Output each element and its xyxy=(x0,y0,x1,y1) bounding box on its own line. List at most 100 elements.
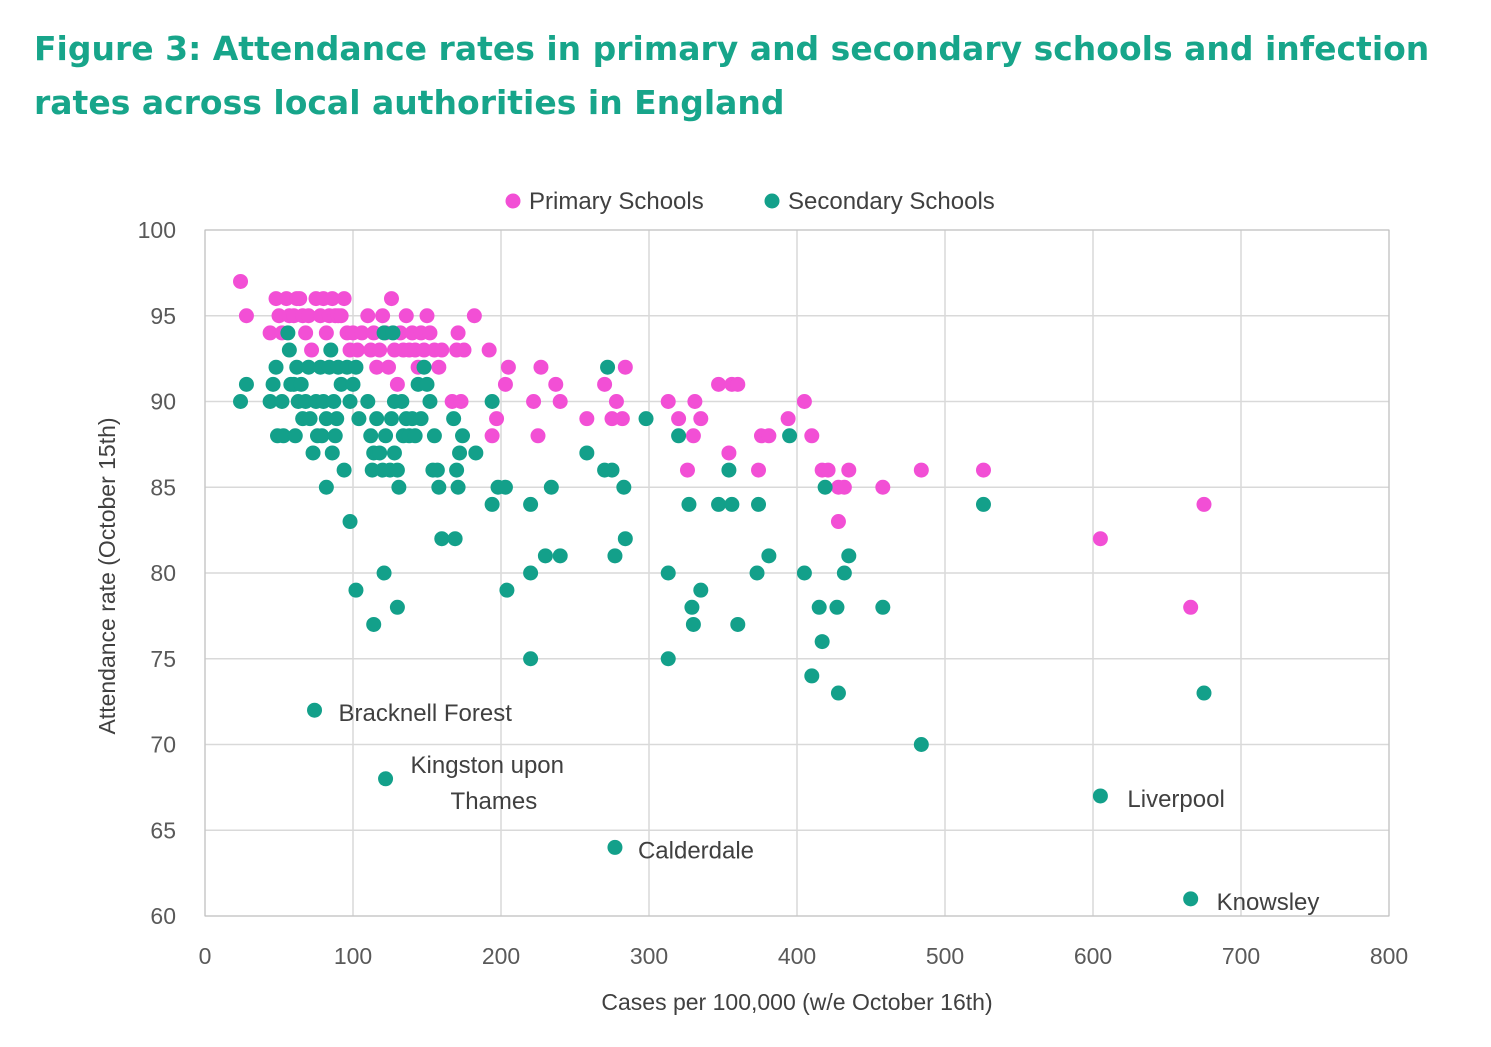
data-point xyxy=(489,411,505,427)
y-tick-label: 90 xyxy=(150,389,176,415)
data-point xyxy=(292,291,308,307)
y-tick-label: 80 xyxy=(150,560,176,586)
data-point xyxy=(617,359,633,375)
series-secondary xyxy=(233,325,1212,907)
data-point xyxy=(323,342,339,358)
data-point xyxy=(429,462,445,478)
data-point xyxy=(466,308,482,324)
data-point xyxy=(348,582,364,598)
data-point xyxy=(372,342,388,358)
data-point xyxy=(383,291,399,307)
data-point xyxy=(721,462,737,478)
data-point xyxy=(369,359,385,375)
data-point xyxy=(607,839,623,855)
data-point xyxy=(537,548,553,564)
data-point xyxy=(730,616,746,632)
data-point xyxy=(579,411,595,427)
data-point xyxy=(416,359,432,375)
data-point xyxy=(604,462,620,478)
data-point xyxy=(383,411,399,427)
annotation-label: Thames xyxy=(451,788,538,815)
data-point xyxy=(450,325,466,341)
data-point xyxy=(913,737,929,752)
data-point xyxy=(271,308,287,324)
data-point xyxy=(693,582,709,598)
data-point xyxy=(268,291,284,307)
data-point xyxy=(366,616,382,632)
data-point xyxy=(333,308,349,324)
x-axis-label: Cases per 100,000 (w/e October 16th) xyxy=(601,989,992,1015)
data-point xyxy=(389,462,405,478)
data-point xyxy=(841,462,857,478)
data-point xyxy=(616,479,632,495)
data-point xyxy=(233,273,249,289)
data-point xyxy=(660,394,676,409)
data-point xyxy=(608,394,624,409)
axis-ticks: 60 65 70 75 80 85 90 95 100 0 100 200 300 400 500 600 70… xyxy=(138,217,1409,969)
plot-area xyxy=(204,229,1390,917)
data-point xyxy=(315,394,331,409)
data-point xyxy=(687,394,703,409)
data-point xyxy=(671,411,687,427)
data-point xyxy=(523,651,539,667)
data-point xyxy=(533,359,549,375)
data-point xyxy=(660,651,676,667)
data-point xyxy=(820,462,836,478)
y-tick-label: 85 xyxy=(150,474,176,500)
data-point xyxy=(238,376,254,392)
data-point xyxy=(751,462,767,478)
data-point xyxy=(389,599,405,615)
data-point xyxy=(262,325,278,341)
data-point xyxy=(1196,685,1212,701)
data-point xyxy=(389,376,405,392)
data-point xyxy=(548,376,564,392)
legend-marker xyxy=(505,193,521,209)
figure-title: Figure 3: Attendance rates in primary an… xyxy=(34,29,1430,122)
y-tick-label: 70 xyxy=(150,732,176,758)
x-tick-label: 400 xyxy=(778,943,816,969)
data-point xyxy=(366,325,382,341)
data-point xyxy=(597,376,613,392)
data-point xyxy=(817,479,833,495)
data-point xyxy=(500,359,516,375)
legend-marker xyxy=(764,193,780,209)
data-point xyxy=(301,359,317,375)
data-point xyxy=(660,565,676,581)
data-point xyxy=(302,411,318,427)
data-point xyxy=(329,411,345,427)
data-point xyxy=(875,479,891,495)
data-point xyxy=(326,394,342,409)
data-point xyxy=(327,428,343,444)
data-point xyxy=(1092,788,1108,804)
data-point xyxy=(829,599,845,615)
data-point xyxy=(497,376,513,392)
data-point xyxy=(333,376,349,392)
data-point xyxy=(484,394,500,409)
data-point xyxy=(455,428,471,444)
data-point xyxy=(484,428,500,444)
data-point xyxy=(351,411,367,427)
data-point xyxy=(449,462,465,478)
data-point xyxy=(422,394,438,409)
data-point xyxy=(301,308,317,324)
data-point xyxy=(685,616,701,632)
data-point xyxy=(638,411,654,427)
series-primary xyxy=(233,273,1212,615)
annotation-label: Bracknell Forest xyxy=(339,700,513,727)
data-point xyxy=(456,342,472,358)
data-point xyxy=(407,428,423,444)
data-point xyxy=(1092,531,1108,547)
data-point xyxy=(796,565,812,581)
data-point xyxy=(386,445,402,461)
data-point xyxy=(751,496,767,512)
data-point xyxy=(804,668,820,684)
x-tick-label: 800 xyxy=(1370,943,1408,969)
data-point xyxy=(289,359,305,375)
data-point xyxy=(336,291,352,307)
data-point xyxy=(381,359,397,375)
data-point xyxy=(604,411,620,427)
data-point xyxy=(378,428,394,444)
data-point xyxy=(274,394,290,409)
data-point xyxy=(836,565,852,581)
data-point xyxy=(434,342,450,358)
